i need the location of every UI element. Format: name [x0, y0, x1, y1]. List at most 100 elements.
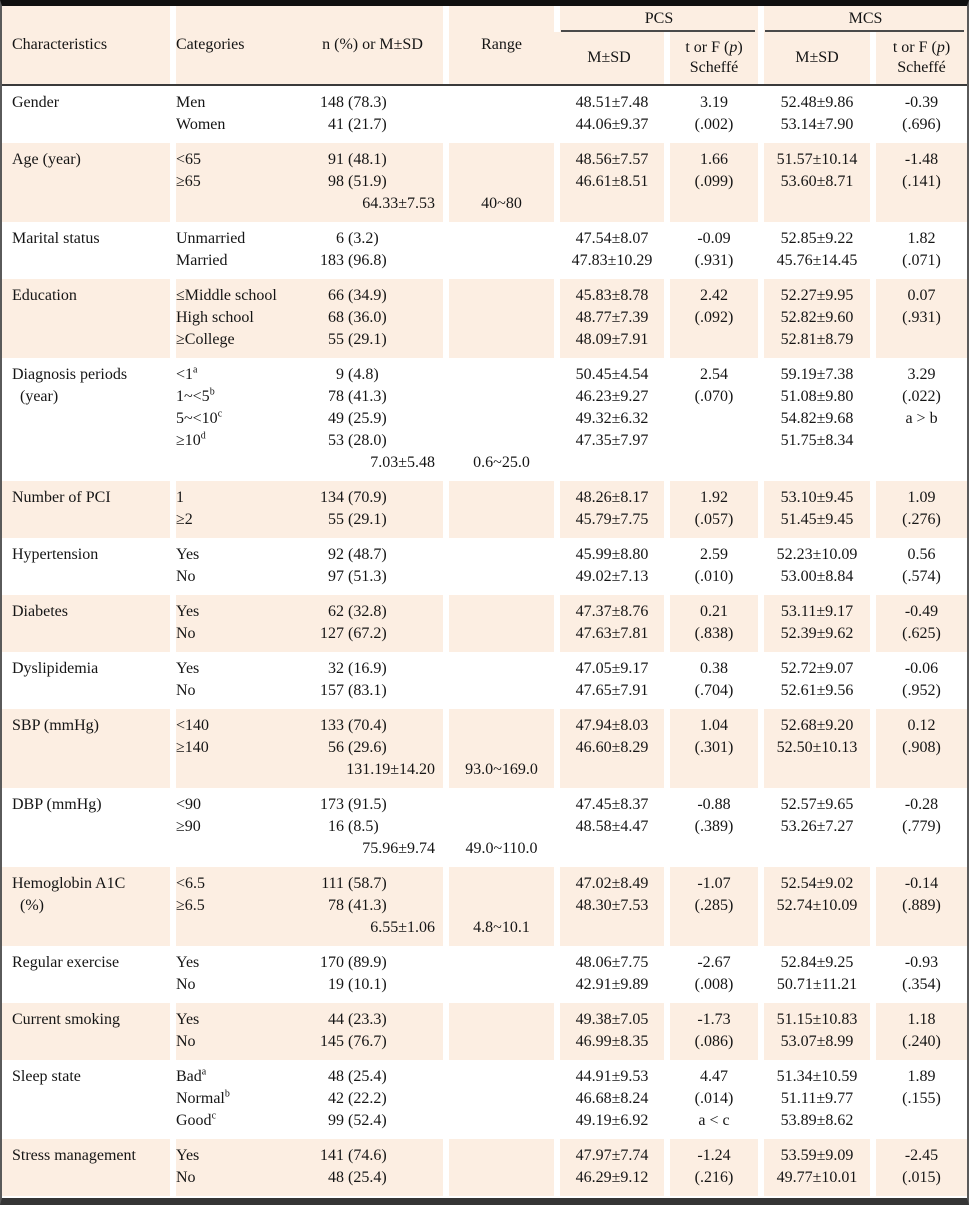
cell-range — [443, 1139, 554, 1196]
cell-mcs-stat: 0.12 (.908) — [870, 709, 967, 788]
cell-pcs-msd: 47.45±8.37 48.58±4.47 — [554, 788, 664, 867]
cell-characteristic: Diabetes — [2, 595, 170, 652]
stat-line2: Scheffé — [897, 59, 946, 76]
cell-categories: <90 ≥90 — [170, 788, 302, 867]
cell-pcs-msd: 45.83±8.78 48.77±7.39 48.09±7.91 — [554, 279, 664, 358]
cell-pcs-stat: -0.09 (.931) — [664, 222, 758, 279]
cell-mcs-stat: -0.93 (.354) — [870, 946, 967, 1003]
cell-pcs-stat: 2.54 (.070) — [664, 358, 758, 481]
cell-range — [443, 946, 554, 1003]
cell-mcs-stat: 0.56 (.574) — [870, 538, 967, 595]
cell-characteristic: Dyslipidemia — [12, 660, 99, 677]
cell-pcs-msd: 49.38±7.05 46.99±8.35 — [554, 1003, 664, 1060]
cell-mcs-msd: 52.27±9.95 52.82±9.60 52.81±8.79 — [758, 279, 870, 358]
stat-line1: t or F (p) — [892, 39, 951, 56]
cell-n-percent: 92 (48.7) 97 (51.3) — [328, 546, 387, 585]
cell-n-percent: 66 (34.9) 68 (36.0) 55 (29.1) — [302, 279, 443, 358]
mcs-underline — [765, 30, 964, 32]
header-categories: Categories — [170, 6, 302, 84]
cell-range: 0.6~25.0 — [443, 358, 554, 481]
table-row: Current smoking Yes No 44 (23.3) 145 (76.7) 49.… — [2, 1003, 967, 1060]
cell-characteristic: Current smoking — [2, 1003, 170, 1060]
header-n-or-msd: n (%) or M±SD — [322, 36, 423, 53]
cell-range — [443, 595, 554, 652]
header-group-mcs: MCS — [758, 6, 967, 32]
cell-n-percent: 62 (32.8) 127 (67.2) — [302, 595, 443, 652]
cell-mcs-msd: 52.72±9.07 52.61±9.56 — [758, 652, 870, 709]
cell-characteristic: Hypertension — [12, 546, 99, 563]
table-row: Hemoglobin A1C (%) <6.5 ≥6.5 111 (58.7) 78 (41.… — [2, 867, 967, 946]
table-row: Dyslipidemia Yes No 32 (16.9) 157 (83.1) 47.05±… — [2, 652, 967, 709]
cell-categories: Yes No — [170, 595, 302, 652]
header-pcs-msd: M±SD — [587, 49, 631, 66]
cell-pcs-stat: 0.21 (.838) — [664, 595, 758, 652]
cell-mcs-msd: 52.23±10.09 53.00±8.84 — [758, 538, 870, 595]
cell-categories: Bada Normalb Goodc — [170, 1060, 302, 1139]
table-row: Diagnosis periods (year) <1a 1~<5b 5~<10c ≥10… — [2, 358, 967, 481]
cell-mcs-stat: -0.39 (.696) — [870, 86, 967, 143]
table-row: Diabetes Yes No 62 (32.8) 127 (67.2) 47.37±8.76… — [2, 595, 967, 652]
category-superscript: a — [201, 1066, 207, 1078]
header-mcs-stat: t or F (p) Scheffé — [870, 32, 967, 84]
header-pcs-stat: t or F (p) Scheffé — [664, 32, 758, 84]
cell-pcs-msd: 48.56±7.57 46.61±8.51 — [554, 143, 664, 222]
cell-pcs-msd: 48.06±7.75 42.91±9.89 — [554, 946, 664, 1003]
cell-pcs-msd: 45.99±8.80 49.02±7.13 — [554, 538, 664, 595]
category-superscript: c — [217, 408, 223, 420]
cell-characteristic: Diagnosis periods (year) — [12, 366, 128, 405]
cell-n-percent: 148 (78.3) 41 (21.7) — [320, 94, 387, 133]
cell-pcs-stat: -0.88 (.389) — [664, 788, 758, 867]
cell-mcs-msd: 51.34±10.59 51.11±9.77 53.89±8.62 — [758, 1060, 870, 1139]
table-row: Gender Men Women 148 (78.3) 41 (21.7) 48.51±7.4… — [2, 86, 967, 143]
header-mcs-msd: M±SD — [758, 32, 870, 84]
cell-range: 49.0~110.0 — [443, 788, 554, 867]
cell-pcs-stat: 1.92 (.057) — [664, 481, 758, 538]
cell-categories: <65 ≥65 — [170, 143, 302, 222]
cell-mcs-msd: 53.59±9.09 49.77±10.01 — [758, 1139, 870, 1196]
cell-range — [443, 1060, 554, 1139]
cell-pcs-msd: 50.45±4.54 46.23±9.27 49.32±6.32 47.35±7.97 — [554, 358, 664, 481]
cell-pcs-msd: 48.51±7.48 44.06±9.37 — [554, 86, 664, 143]
cell-mcs-stat: -0.14 (.889) — [870, 867, 967, 946]
table-header: Characteristics Categories n (%) or M±SD… — [2, 6, 967, 86]
cell-range — [443, 1003, 554, 1060]
cell-n-percent: 9 (4.8) 78 (41.3) 49 (25.9) 53 (28.0) 7.03±5.48 — [328, 366, 435, 471]
cell-pcs-msd: 47.97±7.74 46.29±9.12 — [554, 1139, 664, 1196]
cell-pcs-msd: 47.37±8.76 47.63±7.81 — [554, 595, 664, 652]
cell-characteristic: DBP (mmHg) — [12, 796, 102, 813]
cell-range — [443, 279, 554, 358]
cell-n-percent: 44 (23.3) 145 (76.7) — [302, 1003, 443, 1060]
cell-pcs-stat: 2.59 (.010) — [664, 538, 758, 595]
cell-pcs-msd: 47.94±8.03 46.60±8.29 — [554, 709, 664, 788]
cell-mcs-stat: 1.82 (.071) — [870, 222, 967, 279]
cell-categories: Unmarried Married — [170, 222, 302, 279]
cell-pcs-msd: 44.91±9.53 46.68±8.24 49.19±6.92 — [554, 1060, 664, 1139]
cell-range — [443, 652, 554, 709]
cell-range — [443, 222, 554, 279]
cell-range — [443, 538, 554, 595]
cell-mcs-msd: 52.48±9.86 53.14±7.90 — [758, 86, 870, 143]
cell-pcs-stat: 4.47 (.014) a < c — [664, 1060, 758, 1139]
cell-categories: 1 ≥2 — [170, 481, 302, 538]
cell-n-percent: 134 (70.9) 55 (29.1) — [302, 481, 443, 538]
cell-categories: Men Women — [170, 86, 302, 143]
header-range: Range — [443, 6, 554, 84]
stat-line2: Scheffé — [689, 59, 739, 76]
cell-mcs-msd: 59.19±7.38 51.08±9.80 54.82±9.68 51.75±8.34 — [758, 358, 870, 481]
cell-n-percent: 91 (48.1) 98 (51.9) 64.33±7.53 — [302, 143, 443, 222]
cell-n-percent: 6 (3.2) 183 (96.8) — [320, 230, 387, 269]
cell-categories: <6.5 ≥6.5 — [170, 867, 302, 946]
cell-mcs-stat: -0.28 (.779) — [870, 788, 967, 867]
cell-characteristic: Gender — [12, 94, 60, 111]
cell-categories: Yes No — [170, 1003, 302, 1060]
cell-categories: <1a 1~<5b 5~<10c ≥10d — [170, 358, 302, 481]
cell-pcs-msd: 47.05±9.17 47.65±7.91 — [554, 652, 664, 709]
cell-mcs-msd: 53.10±9.45 51.45±9.45 — [758, 481, 870, 538]
cell-categories: <140 ≥140 — [170, 709, 302, 788]
cell-categories: Yes No — [170, 1139, 302, 1196]
cell-pcs-msd: 47.02±8.49 48.30±7.53 — [554, 867, 664, 946]
cell-pcs-stat: -2.67 (.008) — [664, 946, 758, 1003]
category-superscript: d — [200, 430, 206, 442]
cell-characteristic: Regular exercise — [12, 954, 120, 971]
